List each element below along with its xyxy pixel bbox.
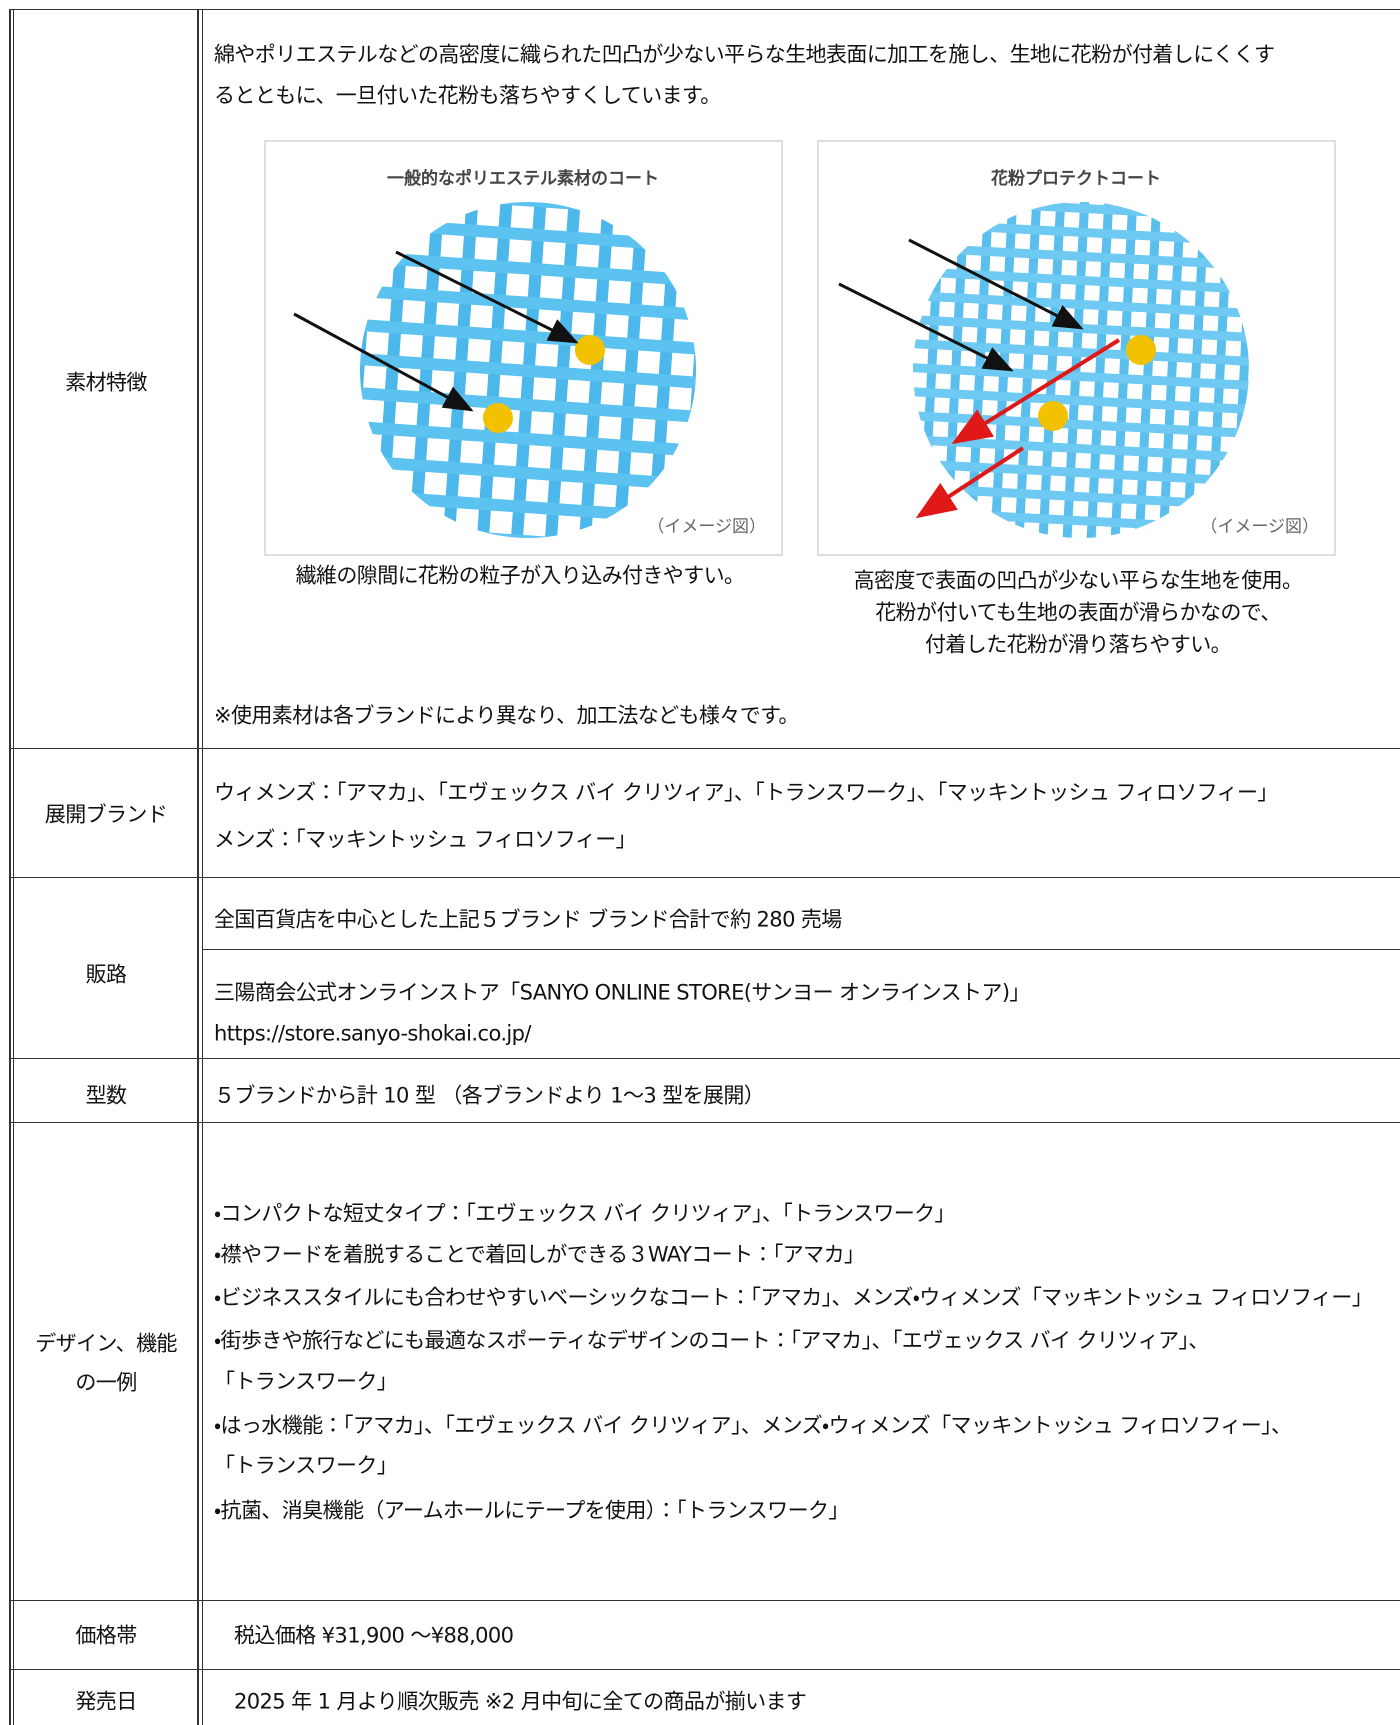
rule xyxy=(9,748,1400,749)
fabric xyxy=(360,202,696,538)
arrow xyxy=(915,446,1025,519)
text-line: 三陽商会公式オンラインストア「SANYO ONLINE STORE(サンヨー オ… xyxy=(214,980,1030,1005)
figure-title: 一般的なポリエステル素材のコート xyxy=(387,168,659,189)
text-line: 「トランスワーク」 xyxy=(214,1453,398,1478)
arrow xyxy=(838,282,1014,372)
text-line: 綿やポリエステルなどの高密度に織られた凹凸が少ない平らな生地表面に加工を施し、生… xyxy=(214,42,1275,67)
pollen xyxy=(1038,401,1068,431)
text-line: ・コンパクトな短丈タイプ：「エヴェックス バイ クリツィア」、「トランスワーク」 xyxy=(214,1201,956,1226)
text-line: ウィメンズ：「アマカ」、「エヴェックス バイ クリツィア」、「トランスワーク」、… xyxy=(214,780,1278,805)
diagram: 一般的なポリエステル素材のコート （イメージ図） xyxy=(293,168,766,538)
pollen xyxy=(575,335,605,365)
figure-note: （イメージ図） xyxy=(647,517,766,537)
row-label: 発売日 xyxy=(75,1689,137,1714)
text-line: ・ビジネススタイルにも合わせやすいベーシックなコート：「アマカ」、メンズ・ウィメ… xyxy=(214,1285,1373,1310)
arrow xyxy=(293,312,474,412)
rule xyxy=(9,1122,1400,1123)
diagram: 花粉プロテクトコート （イメージ図） xyxy=(838,168,1319,538)
figure-note: （イメージ図） xyxy=(1200,517,1319,537)
figure: 花粉プロテクトコート （イメージ図） xyxy=(817,140,1336,556)
row-label: 価格帯 xyxy=(75,1623,137,1648)
text-line: 2025 年 1 月より順次販売 ※2 月中旬に全ての商品が揃います xyxy=(234,1689,807,1714)
rule xyxy=(9,1669,1400,1670)
text-line: ・はっ水機能：「アマカ」、「エヴェックス バイ クリツィア」、メンズ・ウィメンズ… xyxy=(214,1413,1292,1438)
text-line: 税込価格 ¥31,900 ～¥88,000 xyxy=(234,1623,514,1648)
row-label: 型数 xyxy=(85,1083,127,1108)
arrow xyxy=(951,338,1121,445)
rule xyxy=(197,9,199,1725)
rule xyxy=(9,9,1400,10)
figure: 一般的なポリエステル素材のコート （イメージ図） xyxy=(264,140,783,556)
text-line: ・抗菌、消臭機能（アームホールにテープを使用）：「トランスワーク」 xyxy=(214,1498,849,1523)
figure-title: 花粉プロテクトコート xyxy=(990,168,1161,189)
caption: 花粉が付いても生地の表面が滑らかなので、 xyxy=(875,600,1281,625)
rule xyxy=(202,949,1400,950)
row-label: の一例 xyxy=(75,1370,137,1395)
text-line: ５ブランドから計 10 型 （各ブランドより 1～3 型を展開） xyxy=(214,1083,765,1108)
text-line: るとともに、一旦付いた花粉も落ちやすくしています。 xyxy=(214,83,721,108)
rule xyxy=(202,9,203,1725)
arrow xyxy=(395,250,579,344)
pollen xyxy=(483,403,513,433)
link-text: https://store.sanyo-shokai.co.jp/ xyxy=(214,1021,531,1046)
rule xyxy=(13,9,14,1725)
fabric xyxy=(913,202,1249,538)
text-line: ・襟やフードを着脱することで着回しができる３WAYコート：「アマカ」 xyxy=(214,1242,865,1267)
row-label: 展開ブランド xyxy=(44,802,168,827)
text-line: 「トランスワーク」 xyxy=(214,1369,398,1394)
text-line: メンズ：「マッキントッシュ フィロソフィー」 xyxy=(214,827,637,852)
text-line: 全国百貨店を中心とした上記５ブランド ブランド合計で約 280 売場 xyxy=(214,907,842,932)
caption: 付着した花粉が滑り落ちやすい。 xyxy=(925,632,1232,657)
rule xyxy=(9,877,1400,878)
rule xyxy=(9,1058,1400,1059)
row-label: 販路 xyxy=(85,962,127,987)
footnote: ※使用素材は各ブランドにより異なり、加工法なども様々です。 xyxy=(214,703,799,728)
pollen xyxy=(1126,335,1156,365)
caption: 高密度で表面の凹凸が少ない平らな生地を使用。 xyxy=(853,568,1303,593)
row-label: 素材特徴 xyxy=(65,370,147,395)
caption: 繊維の隙間に花粉の粒子が入り込み付きやすい。 xyxy=(295,563,745,588)
arrow xyxy=(908,238,1084,330)
text-line: ・街歩きや旅行などにも最適なスポーティなデザインのコート：「アマカ」、「エヴェッ… xyxy=(214,1328,1209,1353)
rule xyxy=(9,1600,1400,1601)
row-label: デザイン、機能 xyxy=(35,1331,177,1356)
rule xyxy=(9,9,11,1725)
